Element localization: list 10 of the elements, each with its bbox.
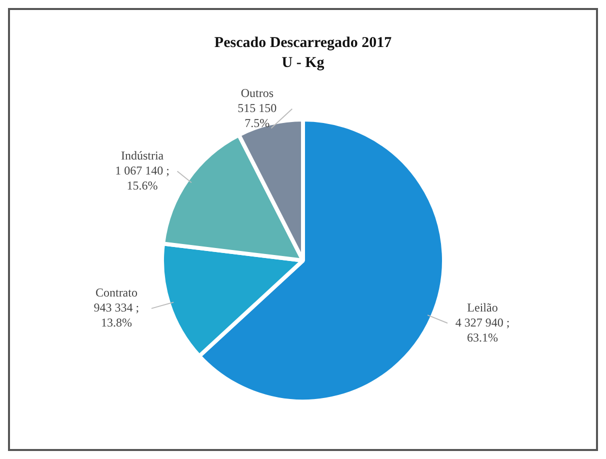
data-label: 1 067 140 ; 15.6% (115, 163, 170, 192)
data-label: 4 327 940 ; 63.1% (455, 315, 510, 344)
chart-title: Pescado Descarregado 2017 (214, 34, 392, 51)
chart-subtitle: U - Kg (282, 54, 325, 71)
slice-label: Indústria (120, 148, 164, 162)
slice-label: Outros (240, 86, 274, 100)
data-label: 515 150 7.5% (238, 100, 277, 130)
slice-label: Leilão (467, 300, 498, 314)
data-label: 943 334 ; 13.8% (94, 300, 140, 330)
slice-label: Contrato (95, 286, 138, 300)
